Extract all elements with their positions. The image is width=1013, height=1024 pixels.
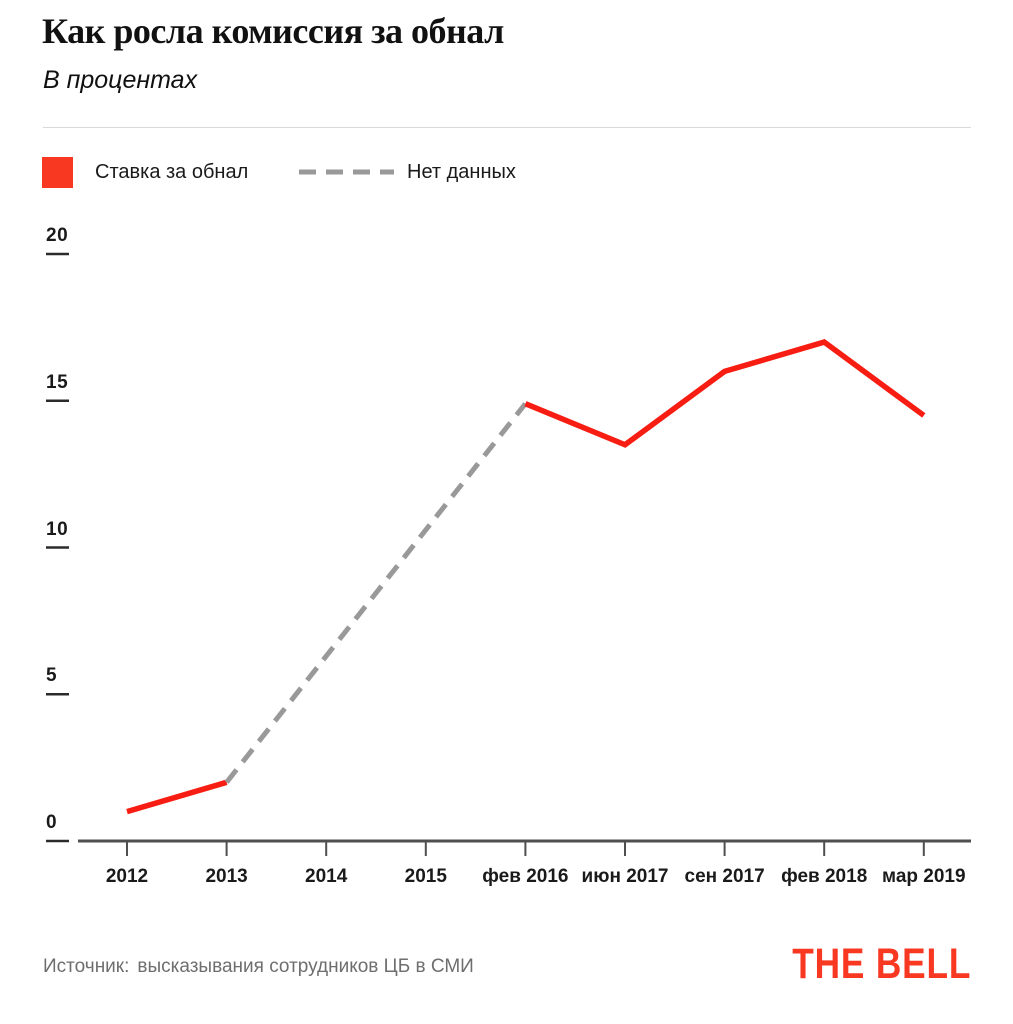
x-axis-label: сен 2017	[684, 866, 765, 887]
x-axis-label: июн 2017	[581, 866, 669, 887]
legend-label-solid: Ставка за обнал	[95, 161, 249, 183]
chart-title: Как росла комиссия за обнал	[42, 11, 504, 51]
y-axis-label: 20	[46, 225, 69, 246]
x-axis-label: 2015	[404, 866, 447, 887]
source-label: Источник:	[43, 956, 130, 977]
y-axis-label: 5	[46, 665, 58, 687]
series-line-rate	[524, 339, 926, 448]
legend-solid-swatch-icon	[42, 157, 73, 188]
x-axis-label: 2014	[305, 866, 348, 887]
series-line-rate	[126, 779, 228, 815]
y-axis-label: 10	[46, 518, 69, 540]
source-text: высказывания сотрудников ЦБ в СМИ	[137, 956, 474, 977]
y-axis-label: 0	[46, 812, 58, 833]
y-axis-label: 15	[46, 371, 69, 393]
x-axis-label: фев 2016	[482, 866, 569, 887]
the-bell-logo: THE BELL	[792, 940, 971, 988]
x-axis-label: мар 2019	[882, 866, 966, 887]
x-axis-label: фев 2018	[781, 866, 868, 887]
chart-subtitle: В процентах	[43, 66, 198, 94]
legend-label-dashed: Нет данных	[407, 161, 516, 183]
header-divider	[43, 127, 971, 128]
series-line-no-data	[224, 402, 528, 784]
legend-dashed-line-icon	[299, 169, 394, 175]
x-axis-label: 2013	[205, 866, 248, 887]
source-note: Источник: высказывания сотрудников ЦБ в С…	[43, 956, 474, 978]
x-axis-label: 2012	[105, 866, 149, 887]
